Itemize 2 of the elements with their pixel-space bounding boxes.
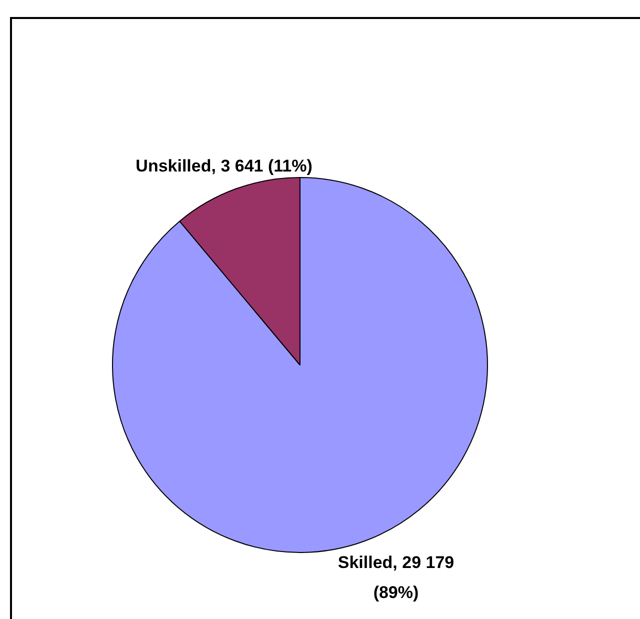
slice-label: Unskilled, 3 641 (11%) xyxy=(136,156,312,176)
slice-label: Skilled, 29 179 (89%) xyxy=(338,552,454,602)
